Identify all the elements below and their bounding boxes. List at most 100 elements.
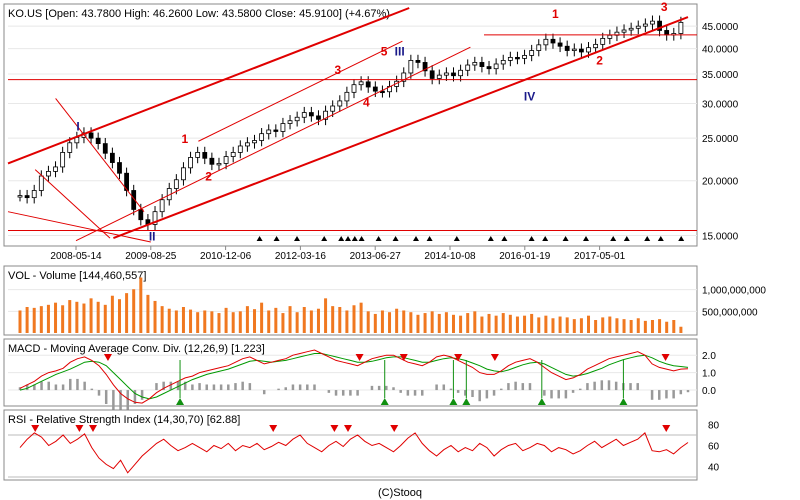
macd-buy-marker	[537, 398, 546, 405]
date-tick-label: 2010-12-06	[200, 251, 252, 262]
candle-body	[380, 90, 385, 94]
date-axis: 2008-05-14 2009-08-25 2010-12-06 2012-03-16…	[50, 246, 626, 262]
signal-triangle	[562, 236, 569, 241]
price-candles	[17, 15, 684, 231]
candle-body	[586, 47, 591, 53]
candle-body	[24, 195, 30, 199]
volume-bar	[579, 318, 583, 333]
candle-body	[351, 84, 357, 93]
rsi-markers	[31, 425, 671, 432]
volume-panel: VOL - Volume [144,460,557] 1,000,000,000…	[3, 265, 766, 336]
signal-triangles	[256, 236, 685, 241]
macd-sell-marker	[661, 354, 670, 361]
rsi-sell-marker	[390, 425, 399, 432]
rsi-sell-marker	[330, 425, 339, 432]
signal-triangle	[583, 236, 589, 241]
trend-lines	[7, 7, 697, 243]
rsi-sell-marker	[269, 425, 278, 432]
macd-sell-marker	[399, 354, 408, 361]
volume-bar	[174, 310, 178, 333]
volume-bar	[480, 316, 484, 333]
wave-label: I	[76, 120, 79, 134]
volume-bar	[139, 277, 143, 333]
candle-body	[529, 50, 535, 56]
trend-line	[198, 40, 403, 142]
rsi-grid	[8, 434, 697, 478]
macd-buy-marker	[380, 398, 389, 405]
volume-bar	[473, 311, 477, 333]
volume-bar	[650, 320, 654, 333]
candle-body	[479, 62, 485, 67]
trend-line	[113, 16, 689, 240]
rsi-sell-marker	[662, 425, 671, 432]
volume-bar	[530, 313, 534, 333]
volume-bar	[39, 306, 43, 333]
date-tick-label: 2008-05-14	[50, 251, 102, 262]
candle-body	[600, 38, 606, 45]
macd-markers	[103, 354, 670, 405]
signal-triangle	[453, 236, 460, 241]
candle-body	[202, 152, 208, 159]
candle-body	[117, 162, 122, 174]
wave-label: 3	[661, 0, 668, 14]
date-tick-label: 2014-10-08	[424, 251, 476, 262]
macd-buy-marker	[176, 398, 185, 405]
rsi-sell-marker	[344, 425, 352, 432]
volume-bar	[260, 302, 264, 333]
signal-triangle	[610, 236, 617, 241]
trend-line	[55, 98, 145, 212]
rsi-axis: 80 60 40	[708, 420, 720, 473]
volume-bar	[117, 299, 121, 333]
candle-body	[522, 55, 527, 59]
rsi-panel-frame	[3, 409, 698, 481]
candle-body	[209, 157, 215, 165]
date-tick-label: 2009-08-25	[125, 251, 177, 262]
volume-bar	[359, 302, 363, 333]
candle-body	[280, 123, 286, 132]
volume-bar	[103, 304, 107, 333]
candle-body	[67, 142, 73, 153]
candle-body	[88, 132, 94, 139]
candle-body	[173, 179, 179, 189]
volume-bar	[380, 310, 384, 333]
volume-bar	[558, 316, 562, 333]
candle-body	[621, 29, 627, 33]
volume-bar	[32, 307, 36, 333]
volume-bar	[345, 310, 349, 333]
volume-bar	[281, 313, 285, 333]
volume-bar	[643, 320, 647, 333]
candle-body	[109, 152, 115, 163]
date-tick-label: 2012-03-16	[275, 251, 327, 262]
volume-bar	[288, 306, 292, 333]
candle-body	[628, 27, 634, 31]
candle-body	[323, 110, 328, 120]
volume-bar	[295, 312, 299, 333]
candle-body	[46, 171, 51, 177]
volume-bar	[352, 305, 356, 333]
price-tick-label: 40.0000	[702, 45, 739, 56]
candle-body	[230, 152, 236, 157]
candle-body	[607, 34, 613, 39]
volume-bar	[181, 307, 185, 333]
volume-bar	[515, 316, 519, 333]
rsi-line	[19, 432, 689, 474]
volume-bar	[544, 315, 548, 333]
macd-panel: MACD - Moving Average Conv. Div. (12,26,…	[3, 338, 716, 413]
macd-sell-marker	[355, 354, 364, 361]
candle-body	[465, 64, 471, 71]
volume-bars	[18, 277, 683, 333]
volume-bar	[402, 310, 406, 333]
volume-bar	[210, 311, 214, 333]
volume-bar	[572, 319, 576, 333]
volume-bar	[551, 318, 555, 333]
macd-buy-marker	[449, 398, 458, 405]
wave-label: III	[395, 44, 405, 58]
candle-body	[301, 112, 307, 118]
wave-label: 2	[205, 170, 212, 184]
candle-body	[266, 129, 272, 135]
candle-body	[500, 60, 506, 65]
volume-bar	[82, 303, 86, 333]
volume-bar	[388, 312, 392, 333]
volume-bar	[523, 315, 527, 333]
signal-triangle	[487, 236, 494, 241]
